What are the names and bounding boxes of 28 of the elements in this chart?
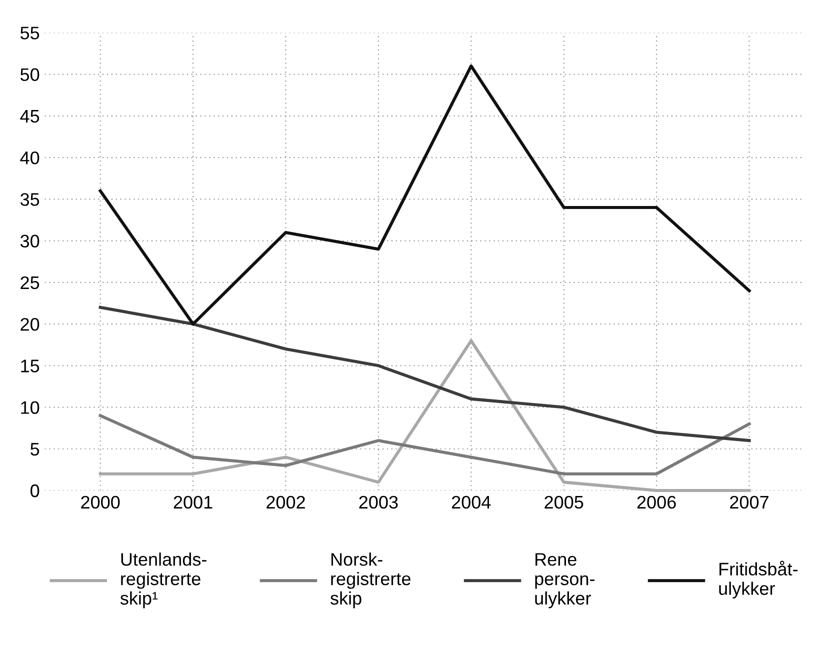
y-tick-label: 20 xyxy=(20,318,40,331)
x-tick-label: 2003 xyxy=(359,496,398,509)
x-tick-label: 2005 xyxy=(544,496,584,509)
y-tick-label: 0 xyxy=(30,484,40,498)
y-tick-label: 25 xyxy=(20,276,40,290)
y-tick-label: 5 xyxy=(30,443,40,456)
x-tick-label: 2002 xyxy=(266,496,305,509)
line-series xyxy=(98,306,751,442)
y-tick-label: 35 xyxy=(20,193,40,206)
y-tick-label: 10 xyxy=(21,401,40,414)
line-series xyxy=(98,414,751,476)
x-tick-label: 2006 xyxy=(637,496,676,509)
y-tick-label: 15 xyxy=(21,360,40,372)
legend-label: Rene person- ulykker xyxy=(535,553,594,608)
legend-label: Utenlands- registrerte skip¹ xyxy=(120,552,206,608)
y-tick-label: 55 xyxy=(20,26,40,40)
legend-label: Fritidsbåt- ulykker xyxy=(719,560,798,599)
y-tick-label: 30 xyxy=(20,234,40,248)
x-tick-label: 2001 xyxy=(174,496,212,509)
line-series xyxy=(98,64,751,326)
x-tick-label: 2004 xyxy=(452,496,491,509)
legend-label: Norsk- registrerte skip xyxy=(330,552,410,608)
line-series xyxy=(98,339,751,492)
x-tick-label: 2000 xyxy=(81,496,120,509)
x-tick-label: 2007 xyxy=(730,496,768,509)
y-tick-label: 40 xyxy=(20,151,40,164)
y-tick-label: 50 xyxy=(20,68,40,82)
y-tick-label: 45 xyxy=(20,110,40,123)
